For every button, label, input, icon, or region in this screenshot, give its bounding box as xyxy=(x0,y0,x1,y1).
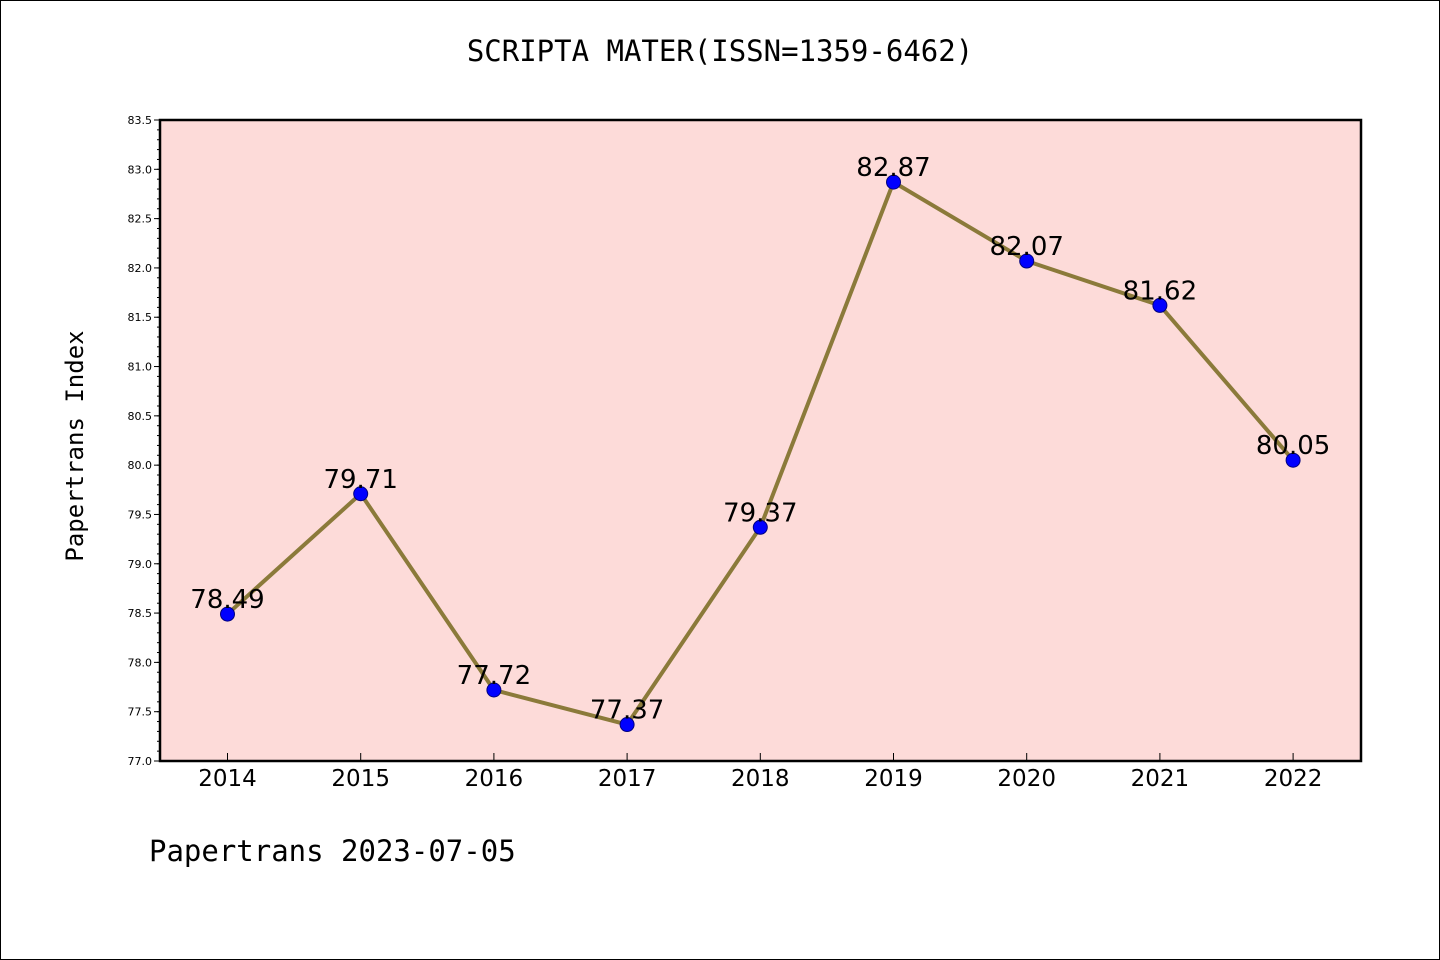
y-tick-label: 77.0 xyxy=(128,755,153,768)
chart-title: SCRIPTA MATER(ISSN=1359-6462) xyxy=(466,34,974,68)
y-tick-label: 82.0 xyxy=(128,262,153,275)
y-tick-label: 81.5 xyxy=(128,311,153,324)
footer-note: Papertrans 2023-07-05 xyxy=(149,834,516,868)
y-tick-label: 83.0 xyxy=(128,163,153,176)
y-tick-label: 79.5 xyxy=(128,508,153,521)
data-label-2021: 81.62 xyxy=(1123,276,1197,306)
y-tick-label: 83.5 xyxy=(128,114,153,127)
x-tick-label: 2015 xyxy=(331,766,390,792)
x-tick-label: 2016 xyxy=(465,766,524,792)
data-point-2022 xyxy=(1285,452,1301,468)
data-point-2018 xyxy=(752,519,768,535)
axes-frame xyxy=(158,118,1363,763)
data-point-2016 xyxy=(486,682,502,698)
data-point-2015 xyxy=(353,486,369,502)
data-point-2017 xyxy=(619,717,635,733)
x-tick-label: 2020 xyxy=(997,766,1056,792)
data-point-2019 xyxy=(886,174,901,190)
y-tick-label: 78.5 xyxy=(128,607,153,620)
y-tick-label: 80.5 xyxy=(128,410,153,423)
data-label-2014: 78.49 xyxy=(190,585,264,615)
data-point-2021 xyxy=(1152,297,1168,313)
y-tick-label: 81.0 xyxy=(128,361,153,374)
x-tick-label: 2019 xyxy=(864,766,923,792)
x-tick-label: 2018 xyxy=(731,766,790,792)
x-tick-label: 2017 xyxy=(598,766,657,792)
y-tick-label: 82.5 xyxy=(128,213,153,226)
data-label-2020: 82.07 xyxy=(989,232,1063,262)
y-tick-label: 80.0 xyxy=(128,459,153,472)
data-label-2017: 77.37 xyxy=(590,696,664,726)
y-tick-label: 78.0 xyxy=(128,656,153,669)
data-label-2018: 79.37 xyxy=(723,498,797,528)
data-label-2015: 79.71 xyxy=(323,465,397,495)
data-label-2019: 82.87 xyxy=(856,153,930,183)
data-point-2014 xyxy=(220,606,235,622)
data-label-2022: 80.05 xyxy=(1256,431,1330,461)
data-label-2016: 77.72 xyxy=(457,661,531,691)
data-point-2020 xyxy=(1019,253,1035,269)
x-tick-label: 2021 xyxy=(1131,766,1190,792)
x-tick-label: 2014 xyxy=(198,766,257,792)
plot-area xyxy=(160,120,1361,761)
x-tick-label: 2022 xyxy=(1264,766,1323,792)
y-tick-label: 79.0 xyxy=(128,558,153,571)
y-tick-label: 77.5 xyxy=(128,706,153,719)
